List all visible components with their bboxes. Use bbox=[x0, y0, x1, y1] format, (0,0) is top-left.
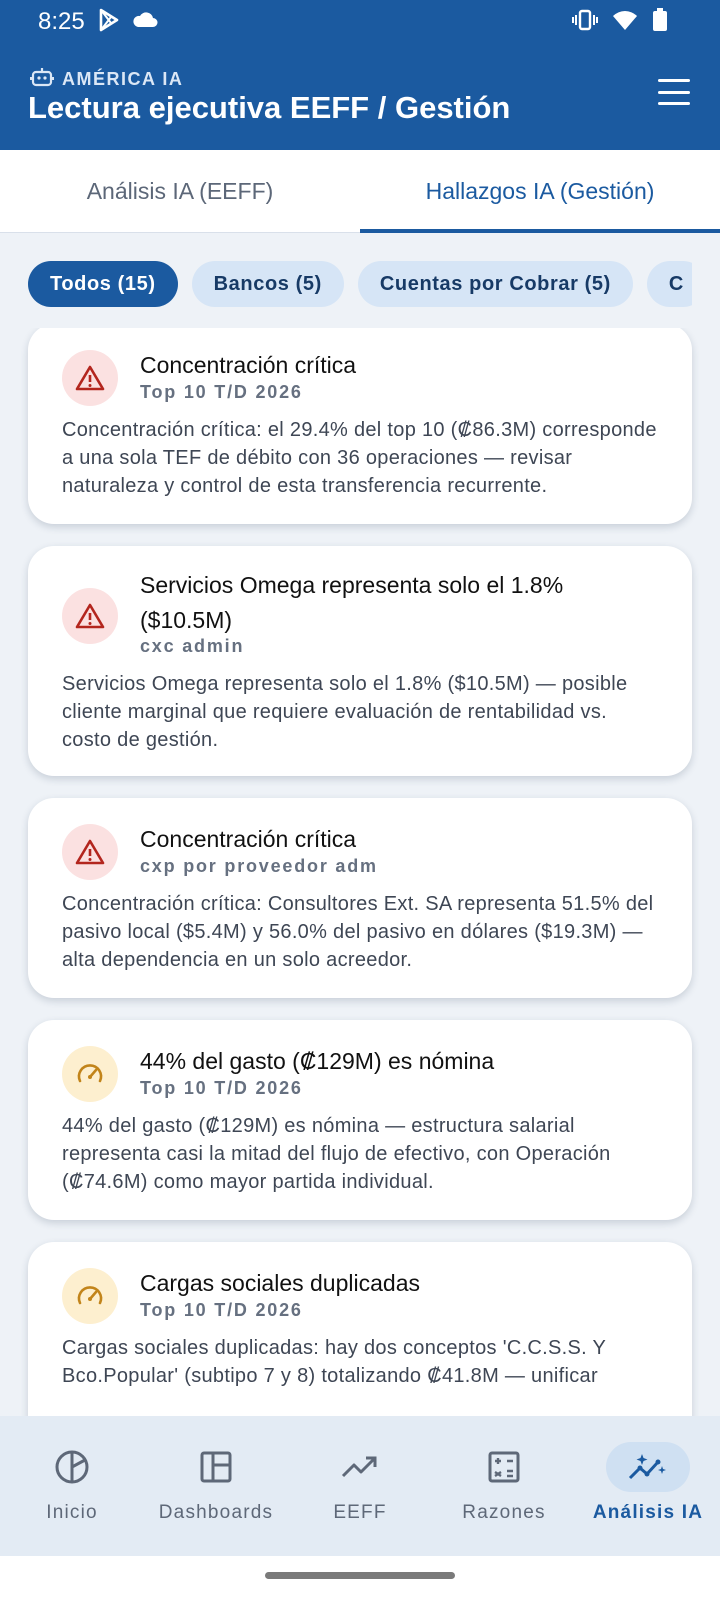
tab-analisis-eeff[interactable]: Análisis IA (EEFF) bbox=[86, 177, 274, 204]
finding-source: cxc admin bbox=[140, 636, 245, 656]
finding-card[interactable]: 44% del gasto (₡129M) es nómina Top 10 T… bbox=[28, 1020, 692, 1220]
finding-body: Concentración crítica: el 29.4% del top … bbox=[62, 419, 657, 497]
warning-icon bbox=[62, 824, 118, 880]
finding-source: Top 10 T/D 2026 bbox=[140, 382, 303, 402]
tab-bar: Análisis IA (EEFF) Hallazgos IA (Gestión… bbox=[0, 150, 720, 233]
finding-body: Cargas sociales duplicadas: hay dos conc… bbox=[62, 1337, 606, 1387]
calculator-icon bbox=[462, 1442, 546, 1492]
gauge-icon bbox=[62, 1046, 118, 1102]
tab-hallazgos-gestion[interactable]: Hallazgos IA (Gestión) bbox=[360, 150, 720, 233]
gesture-bar-area bbox=[0, 1556, 720, 1600]
nav-label: Análisis IA bbox=[592, 1502, 704, 1523]
gauge-icon bbox=[62, 1268, 118, 1324]
finding-title: Cargas sociales duplicadas bbox=[140, 1270, 420, 1296]
warning-icon bbox=[62, 588, 118, 644]
brand-name: AMÉRICA IA bbox=[62, 69, 184, 89]
brand: AMÉRICA IA bbox=[30, 66, 183, 93]
pie-chart-icon bbox=[30, 1442, 114, 1492]
status-bar: 8:25 bbox=[0, 0, 720, 44]
vibrate-icon bbox=[572, 9, 598, 36]
bottom-navigation: Inicio Dashboards EEFF Razones Análisis … bbox=[0, 1416, 720, 1556]
finding-card[interactable]: Concentración crítica Top 10 T/D 2026 Co… bbox=[28, 328, 692, 524]
home-indicator[interactable] bbox=[265, 1572, 455, 1579]
warning-icon bbox=[62, 350, 118, 406]
nav-inicio[interactable]: Inicio bbox=[0, 1416, 144, 1556]
menu-button[interactable] bbox=[654, 76, 694, 108]
dashboard-icon bbox=[174, 1442, 258, 1492]
nav-label: Dashboards bbox=[158, 1502, 274, 1523]
robot-icon bbox=[30, 66, 54, 93]
filter-chips: Todos (15) Bancos (5) Cuentas por Cobrar… bbox=[28, 261, 692, 307]
app-header: 8:25 bbox=[0, 0, 720, 150]
sparkle-chart-icon bbox=[606, 1442, 690, 1492]
trending-up-icon bbox=[318, 1442, 402, 1492]
finding-card[interactable]: Servicios Omega representa solo el 1.8% … bbox=[28, 546, 692, 776]
nav-eeff[interactable]: EEFF bbox=[288, 1416, 432, 1556]
finding-card[interactable]: Cargas sociales duplicadas Top 10 T/D 20… bbox=[28, 1242, 692, 1416]
finding-source: Top 10 T/D 2026 bbox=[140, 1078, 303, 1098]
nav-dashboards[interactable]: Dashboards bbox=[144, 1416, 288, 1556]
chip-todos[interactable]: Todos (15) bbox=[28, 261, 178, 307]
finding-body: Servicios Omega representa solo el 1.8% … bbox=[62, 673, 628, 751]
findings-list: Concentración crítica Top 10 T/D 2026 Co… bbox=[0, 328, 720, 1416]
chip-truncated[interactable]: C bbox=[646, 261, 692, 307]
finding-card[interactable]: Concentración crítica cxp por proveedor … bbox=[28, 798, 692, 998]
finding-title: 44% del gasto (₡129M) es nómina bbox=[140, 1048, 495, 1074]
battery-icon bbox=[652, 8, 668, 37]
nav-label: Razones bbox=[462, 1502, 546, 1523]
finding-source: Top 10 T/D 2026 bbox=[140, 1300, 303, 1320]
cloud-icon bbox=[132, 10, 158, 35]
page-title: Lectura ejecutiva EEFF / Gestión bbox=[28, 90, 511, 125]
nav-label: EEFF bbox=[333, 1502, 387, 1523]
status-time: 8:25 bbox=[38, 8, 85, 35]
nav-analisis-ia[interactable]: Análisis IA bbox=[576, 1416, 720, 1556]
finding-body: Concentración crítica: Consultores Ext. … bbox=[62, 893, 654, 971]
chip-cuentas-por-cobrar[interactable]: Cuentas por Cobrar (5) bbox=[357, 261, 633, 307]
nav-label: Inicio bbox=[46, 1502, 98, 1523]
finding-source: cxp por proveedor adm bbox=[140, 856, 378, 876]
finding-title: Concentración crítica bbox=[140, 826, 357, 852]
menu-icon bbox=[658, 79, 690, 82]
finding-body: 44% del gasto (₡129M) es nómina — estruc… bbox=[62, 1115, 611, 1193]
chip-bancos[interactable]: Bancos (5) bbox=[191, 261, 344, 307]
play-store-icon bbox=[98, 8, 120, 37]
finding-title: Concentración crítica bbox=[140, 352, 357, 378]
finding-title: Servicios Omega representa solo el 1.8% … bbox=[140, 572, 564, 633]
nav-razones[interactable]: Razones bbox=[432, 1416, 576, 1556]
wifi-icon bbox=[612, 9, 638, 36]
